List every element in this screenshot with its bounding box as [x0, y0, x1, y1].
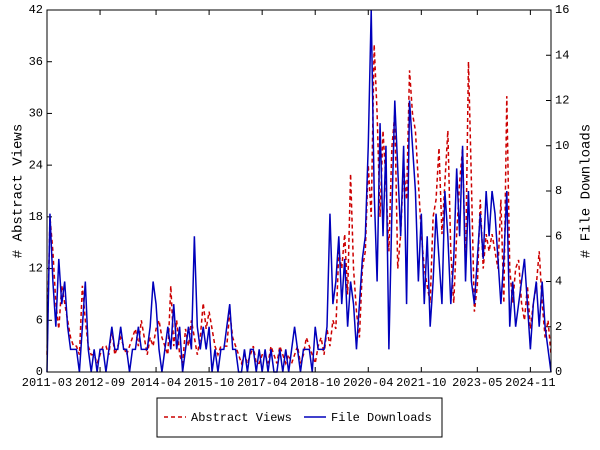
legend-label: Abstract Views: [191, 411, 292, 425]
y2-axis-label: # File Downloads: [579, 124, 595, 258]
y2-tick-label: 4: [555, 275, 562, 289]
y2-tick-label: 8: [555, 184, 562, 198]
y2-tick-label: 14: [555, 48, 569, 62]
y-axis-label: # Abstract Views: [11, 124, 27, 258]
x-tick-label: 2015-10: [184, 376, 234, 390]
y2-tick-label: 0: [555, 365, 562, 379]
legend-box: [156, 397, 443, 438]
x-tick-label: 2012-09: [75, 376, 125, 390]
x-tick-label: 2018-10: [290, 376, 340, 390]
data-line: [46, 9, 552, 373]
x-tick-label: 2023-05: [452, 376, 502, 390]
x-tick-label: 2020-04: [343, 376, 393, 390]
x-tick-label: 2017-04: [237, 376, 287, 390]
y-tick-label: 6: [36, 313, 43, 327]
y-tick-label: 42: [29, 3, 43, 17]
plot-frame: [46, 9, 552, 373]
x-tick-label: 2014-04: [131, 376, 181, 390]
y-tick-label: 18: [29, 210, 43, 224]
y-tick-label: 24: [29, 158, 43, 172]
y2-tick-label: 10: [555, 139, 569, 153]
y-tick-label: 36: [29, 55, 43, 69]
y2-tick-label: 2: [555, 320, 562, 334]
y-tick-label: 0: [36, 365, 43, 379]
y-tick-label: 30: [29, 107, 43, 121]
y2-tick-label: 16: [555, 3, 569, 17]
y-tick-label: 12: [29, 262, 43, 276]
legend-label: File Downloads: [331, 411, 432, 425]
y2-tick-label: 12: [555, 94, 569, 108]
x-tick-label: 2021-10: [396, 376, 446, 390]
x-tick-label: 2024-11: [505, 376, 555, 390]
x-tick-label: 2011-03: [22, 376, 72, 390]
y2-tick-label: 6: [555, 229, 562, 243]
